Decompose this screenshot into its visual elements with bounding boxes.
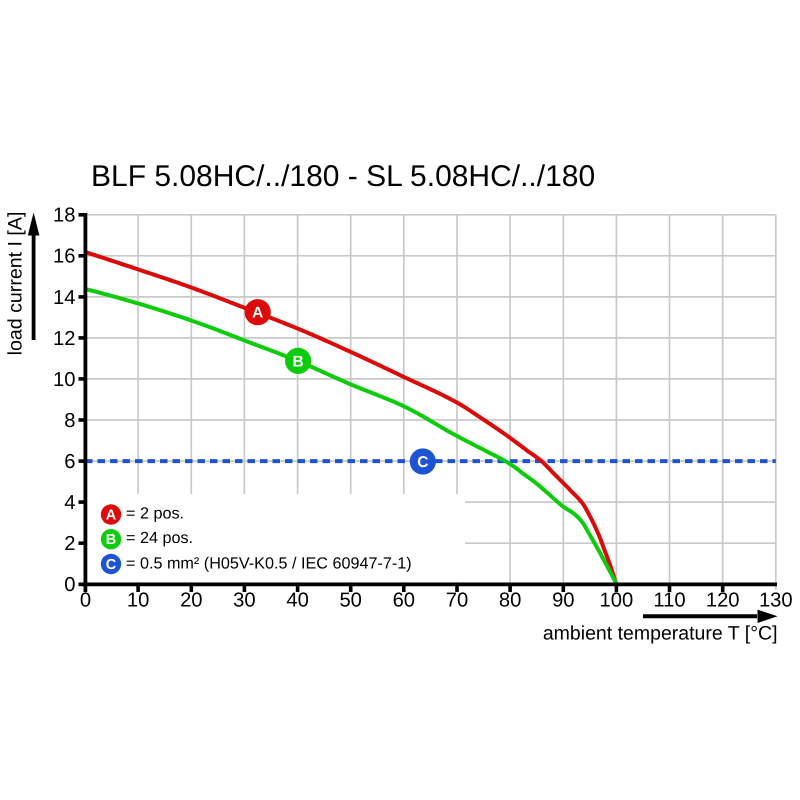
svg-text:50: 50 — [339, 590, 361, 612]
svg-text:80: 80 — [499, 590, 521, 612]
svg-text:60: 60 — [393, 590, 415, 612]
svg-text:= 0.5 mm² (H05V-K0.5 / IEC 609: = 0.5 mm² (H05V-K0.5 / IEC 60947-7-1) — [126, 554, 412, 572]
svg-text:120: 120 — [706, 590, 740, 612]
svg-text:30: 30 — [233, 590, 255, 612]
svg-text:100: 100 — [600, 590, 634, 612]
svg-text:= 2 pos.: = 2 pos. — [126, 504, 184, 522]
svg-text:10: 10 — [127, 590, 149, 612]
svg-text:14: 14 — [53, 287, 75, 309]
svg-text:20: 20 — [180, 590, 202, 612]
svg-text:0: 0 — [64, 574, 75, 596]
svg-text:B: B — [292, 353, 303, 370]
svg-text:A: A — [106, 508, 117, 524]
svg-text:A: A — [252, 305, 263, 322]
svg-text:= 24 pos.: = 24 pos. — [126, 529, 193, 547]
svg-text:4: 4 — [64, 492, 75, 514]
svg-text:70: 70 — [446, 590, 468, 612]
svg-text:C: C — [417, 454, 428, 471]
svg-text:40: 40 — [286, 590, 308, 612]
svg-text:6: 6 — [64, 451, 75, 473]
svg-text:0: 0 — [80, 590, 91, 612]
svg-text:130: 130 — [759, 590, 793, 612]
svg-text:BLF 5.08HC/../180 - SL 5.08HC/: BLF 5.08HC/../180 - SL 5.08HC/../180 — [91, 160, 595, 193]
svg-text:18: 18 — [53, 205, 75, 227]
svg-text:110: 110 — [653, 590, 685, 612]
svg-text:8: 8 — [64, 410, 75, 432]
svg-text:B: B — [106, 532, 116, 548]
svg-text:load current I [A]: load current I [A] — [5, 212, 27, 356]
svg-text:2: 2 — [64, 533, 75, 555]
svg-text:C: C — [106, 557, 117, 573]
svg-text:12: 12 — [53, 328, 75, 350]
svg-text:90: 90 — [552, 590, 574, 612]
svg-text:10: 10 — [53, 369, 75, 391]
svg-text:16: 16 — [53, 246, 75, 268]
svg-text:ambient temperature T [°C]: ambient temperature T [°C] — [543, 623, 778, 645]
